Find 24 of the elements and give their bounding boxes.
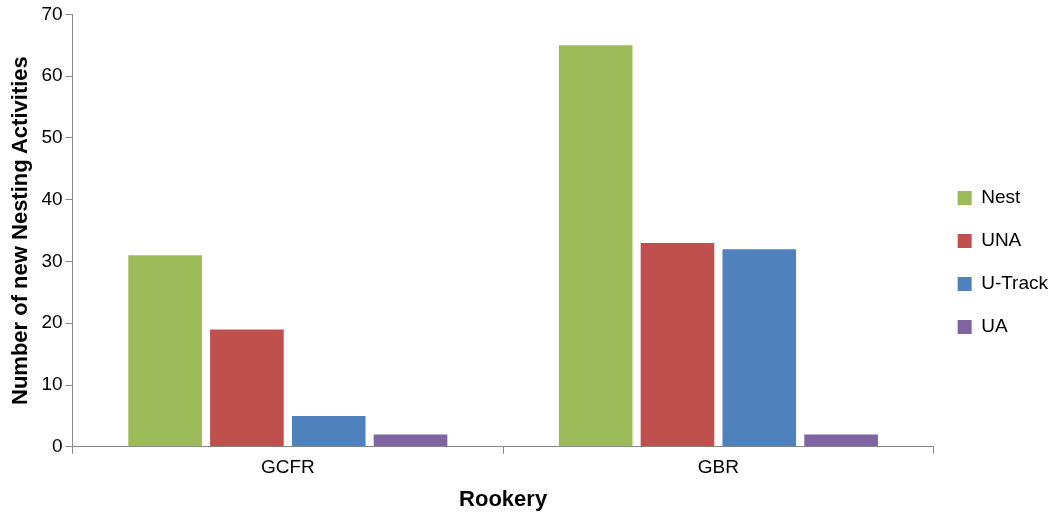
legend-label: Nest — [981, 186, 1021, 208]
y-tick-label: 40 — [41, 187, 63, 209]
bar — [128, 255, 202, 447]
bar — [558, 45, 633, 447]
y-tick-label: 30 — [41, 249, 63, 271]
y-axis-title: Number of new Nesting Activities — [7, 56, 33, 406]
bar — [722, 249, 797, 447]
legend-label: U-Track — [981, 272, 1049, 294]
bar — [210, 329, 284, 447]
y-tick-label: 20 — [41, 311, 63, 333]
bar — [640, 242, 715, 447]
legend-label: UNA — [981, 229, 1022, 251]
y-tick-label: 0 — [51, 435, 63, 457]
y-tick-label: 50 — [41, 126, 63, 148]
y-tick-label: 60 — [41, 64, 63, 86]
x-tick-label: GCFR — [260, 456, 315, 478]
y-tick-label: 10 — [41, 373, 63, 395]
legend-label: UA — [981, 315, 1008, 337]
bar — [291, 415, 366, 447]
y-tick-label: 70 — [41, 2, 63, 24]
bar — [373, 434, 448, 447]
bar — [804, 434, 878, 447]
x-tick-label: GBR — [697, 456, 739, 478]
x-axis-title: Rookery — [459, 485, 548, 511]
